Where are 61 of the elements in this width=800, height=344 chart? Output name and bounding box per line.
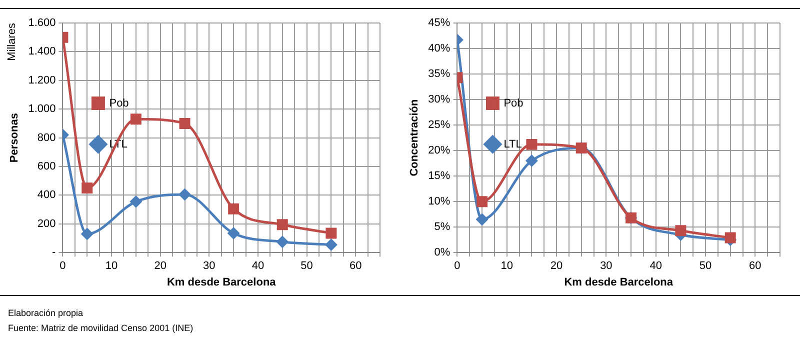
y-tick-label: 5% — [434, 221, 450, 234]
x-tick-label: 30 — [600, 260, 612, 272]
point — [526, 138, 538, 150]
point — [526, 155, 538, 167]
x-tick-label: 0 — [60, 260, 66, 272]
x-tick-label: 50 — [300, 260, 313, 272]
point — [724, 232, 736, 244]
x-axis-title: Km desde Barcelona — [166, 276, 277, 288]
y-tick-label: 1.600 — [28, 17, 56, 30]
point — [675, 225, 686, 236]
point — [82, 182, 93, 194]
legend-label: LTL — [504, 138, 522, 150]
point — [476, 214, 488, 226]
point — [81, 228, 93, 240]
point — [276, 219, 288, 230]
y-tick-label: 10% — [428, 196, 450, 208]
y-tick-label: 1.000 — [28, 103, 56, 116]
x-tick-label: 0 — [454, 260, 460, 272]
x-tick-label: 50 — [699, 260, 712, 272]
text: Elaboración propia — [8, 307, 84, 320]
x-tick-label: 40 — [252, 260, 264, 272]
point — [130, 114, 142, 125]
y-tick-label: 30% — [428, 94, 450, 106]
y-tick-label: 800 — [37, 132, 56, 144]
y-tick-label: - — [52, 246, 56, 259]
y-tick-label: 1.400 — [28, 46, 56, 58]
y-tick-label: 20% — [428, 144, 450, 157]
y-tick-label: 35% — [428, 68, 450, 80]
x-axis-title: Km desde Barcelona — [564, 276, 674, 288]
legend-label: Pob — [504, 97, 524, 110]
legend-label: Pob — [109, 97, 129, 110]
point — [130, 196, 142, 208]
point — [228, 227, 240, 239]
point — [476, 196, 488, 208]
x-tick-label: 60 — [349, 260, 362, 272]
point — [179, 188, 191, 200]
y-tick-label: 0% — [434, 246, 450, 259]
point — [228, 203, 240, 214]
source-note: Fuente: Matriz de movilidad Censo 2001 (INE) — [8, 322, 194, 335]
y-tick-label: 25% — [428, 119, 450, 132]
y-tick-label: 40% — [428, 42, 450, 55]
y-axis-title: Concentración — [408, 99, 421, 176]
x-tick-label: 10 — [105, 260, 118, 272]
point — [276, 236, 288, 248]
y-axis-title: Personas — [8, 113, 21, 163]
x-tick-label: 20 — [154, 260, 166, 272]
x-tick-label: 10 — [500, 260, 513, 272]
point — [179, 118, 190, 129]
y-tick-label: 600 — [37, 160, 56, 173]
text: Millares — [6, 22, 18, 61]
point — [325, 238, 337, 250]
y-tick-label: 1.200 — [28, 74, 56, 86]
y-tick-label: 45% — [428, 17, 450, 30]
y-tick-label: 15% — [428, 170, 450, 182]
x-tick-label: 60 — [749, 260, 762, 272]
y-tick-label: 400 — [37, 189, 56, 202]
point — [326, 228, 337, 239]
x-tick-label: 40 — [650, 260, 662, 272]
x-tick-label: 30 — [203, 260, 216, 272]
x-tick-label: 20 — [550, 260, 563, 272]
y-tick-label: 200 — [37, 218, 56, 230]
